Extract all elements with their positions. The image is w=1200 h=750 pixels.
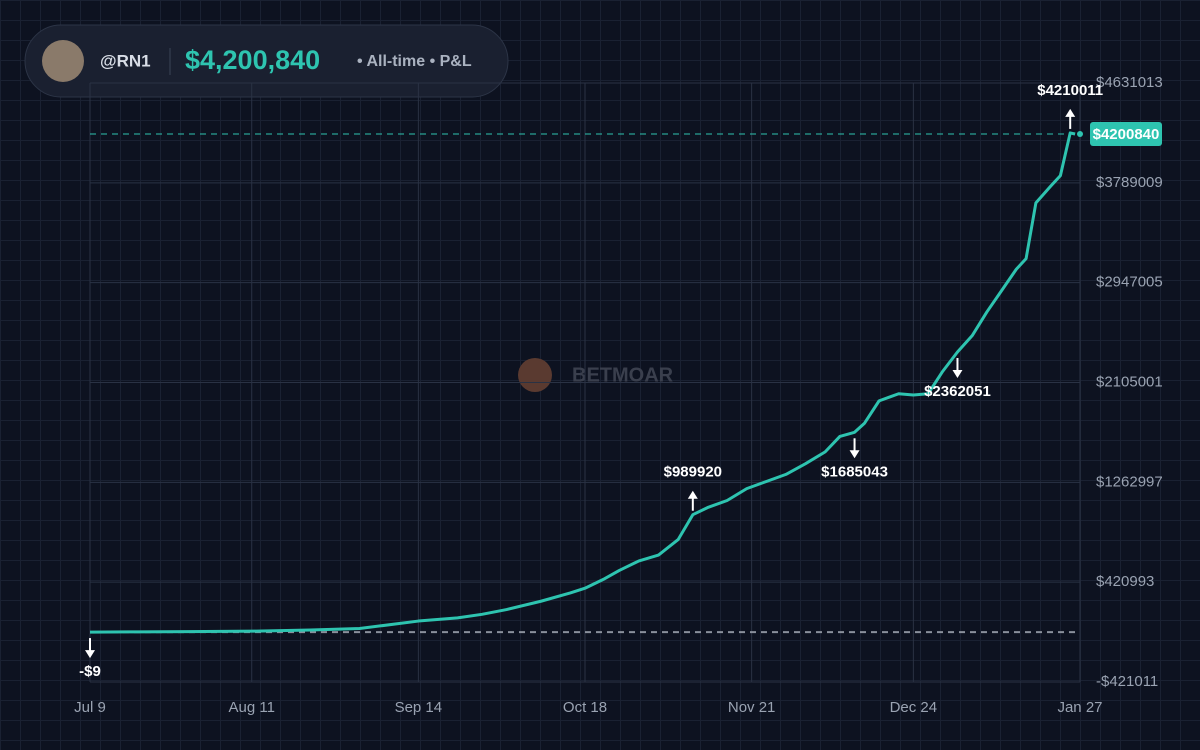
caption: • All-time • P&L: [357, 53, 472, 70]
x-tick-label: Nov 21: [728, 699, 776, 716]
annotation-label: $1685043: [821, 463, 888, 480]
annotation-arrowhead: [687, 490, 698, 499]
watermark-logo: [518, 358, 552, 392]
annotation-arrowhead: [952, 370, 963, 379]
amount: $4,200,840: [185, 45, 320, 75]
annotation-label: $989920: [664, 464, 722, 481]
annotation-arrowhead: [85, 650, 95, 659]
handle: @RN1: [100, 51, 151, 70]
x-tick-label: Sep 14: [395, 699, 443, 716]
annotation-label: $4210011: [1037, 82, 1103, 99]
x-tick-label: Dec 24: [890, 699, 938, 716]
line: [89, 131, 1076, 634]
annotation-label: -$9: [79, 663, 101, 680]
current-dot: [1077, 131, 1083, 138]
y-tick-label: $420993: [1096, 573, 1154, 590]
header: @RN1 $4,200,840 • All-time • P&L: [24, 24, 509, 98]
x-tick-label: Aug 11: [229, 699, 275, 716]
y-tick-label: $1262997: [1096, 473, 1163, 490]
y-tick-label: $4631013: [1096, 74, 1163, 91]
x-tick-label: Oct 18: [563, 699, 607, 716]
annotation-label: $2362051: [924, 383, 991, 400]
header-pill: [24, 24, 509, 98]
y-tick-label: -$421011: [1096, 673, 1158, 690]
annotation-arrowhead: [849, 450, 860, 459]
avatar: [42, 40, 84, 82]
annotation-arrowhead: [1065, 108, 1076, 117]
y-tick-label: $2947005: [1096, 274, 1163, 291]
y-tick-label: $3789009: [1096, 174, 1163, 191]
current-label: $4200840: [1093, 126, 1160, 143]
current-badge: [1090, 122, 1162, 147]
watermark: BETMOAR: [518, 358, 674, 392]
x-tick-label: Jul 9: [74, 699, 106, 716]
plot: -$421011 $420993 $1262997 $2105001 $2947005 $…: [74, 74, 1163, 716]
y-tick-label: $2105001: [1096, 373, 1163, 390]
watermark-text: BETMOAR: [572, 364, 674, 386]
x-tick-label: Jan 27: [1057, 699, 1102, 716]
